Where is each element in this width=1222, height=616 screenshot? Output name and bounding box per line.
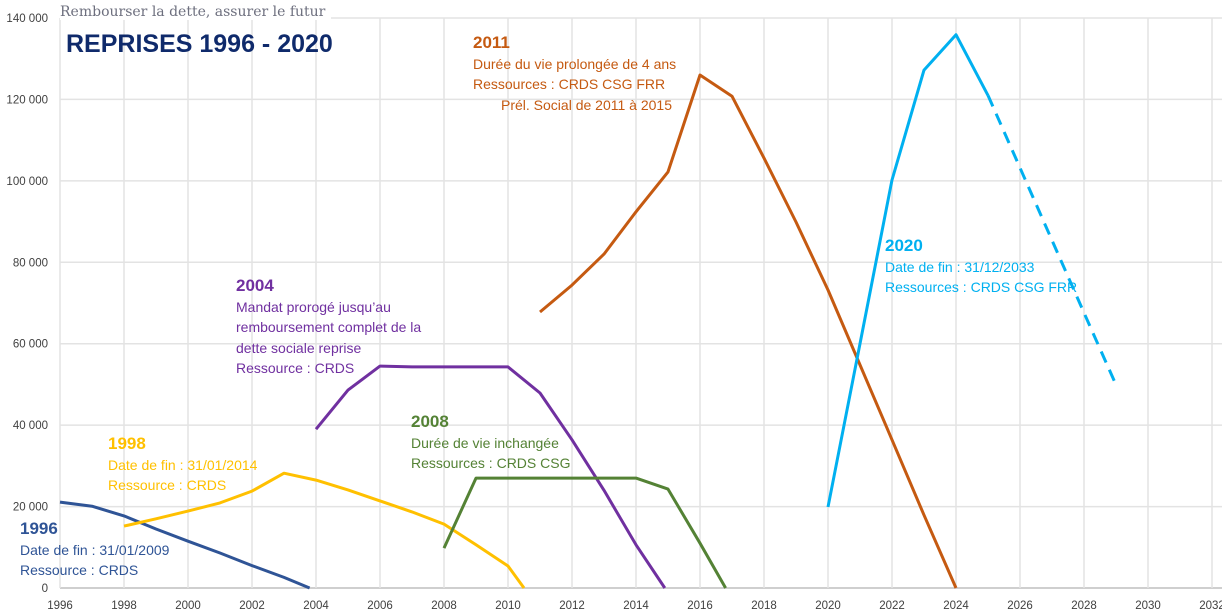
annotation-2020: 2020 Date de fin : 31/12/2033 Ressources… [885, 236, 1077, 298]
annotation-2011: 2011 Durée du vie prolongée de 4 ans Res… [473, 33, 676, 115]
annotation-line: Ressource : CRDS [108, 477, 227, 493]
x-tick-label: 2014 [623, 600, 649, 612]
annotation-year: 2020 [885, 236, 923, 255]
series-line-2004 [314, 364, 667, 589]
y-tick-label: 100 000 [6, 176, 48, 188]
annotation-line: remboursement complet de la [236, 319, 422, 335]
annotation-year: 2004 [236, 276, 274, 295]
y-tick-label: 40 000 [13, 420, 48, 432]
annotation-line: Date de fin : 31/12/2033 [885, 258, 1035, 275]
annotation-line: Date de fin : 31/01/2009 [20, 541, 170, 558]
annotation-line: Prél. Social de 2011 à 2015 [501, 96, 672, 113]
annotation-line: Date de fin : 31/01/2014 [108, 456, 258, 473]
x-tick-label: 2002 [239, 600, 265, 612]
annotation-year: 2008 [411, 412, 449, 431]
x-tick-label: 2000 [175, 600, 201, 612]
y-tick-label: 80 000 [13, 257, 48, 269]
annotation-line: Ressource : CRDS [20, 562, 139, 578]
x-tick-label: 2010 [495, 600, 521, 612]
chart-title: REPRISES 1996 - 2020 [66, 30, 333, 58]
series-line-2011 [539, 73, 958, 589]
annotation-year: 2011 [473, 33, 510, 52]
series-line-2020 [826, 33, 990, 508]
annotation-line: Durée du vie prolongée de 4 ans [473, 55, 677, 72]
series-line-2008 [442, 476, 727, 589]
x-tick-label: 2024 [943, 600, 969, 612]
annotation-1996: 1996 Date de fin : 31/01/2009 Ressource … [20, 519, 169, 581]
annotation-year: 1996 [20, 519, 58, 538]
annotation-line: Ressources : CRDS CSG FRR [885, 279, 1078, 295]
annotation-line: Ressources : CRDS CSG [411, 455, 571, 471]
y-tick-label: 120 000 [6, 94, 48, 106]
x-tick-label: 1996 [47, 600, 73, 612]
annotation-line: dette sociale reprise [236, 339, 362, 356]
y-tick-label: 20 000 [13, 502, 48, 514]
x-tick-label: 2018 [751, 600, 777, 612]
x-tick-label: 2016 [687, 600, 713, 612]
x-tick-label: 2006 [367, 600, 393, 612]
annotation-year: 1998 [108, 434, 146, 453]
annotation-line: Mandat prorogé jusqu’au [236, 298, 391, 315]
x-tick-label: 2008 [431, 600, 457, 612]
y-tick-label: 0 [42, 583, 48, 595]
x-tick-label: 2022 [879, 600, 905, 612]
annotation-2008: 2008 Durée de vie inchangée Ressources :… [411, 412, 570, 474]
subtitle: Rembourser la dette, assurer le futur [60, 4, 332, 20]
annotation-line: Durée de vie inchangée [411, 434, 559, 451]
series-line-1998 [123, 471, 526, 589]
x-tick-label: 2004 [303, 600, 329, 612]
series-line-2020-projection [986, 94, 1118, 386]
x-tick-label: 2026 [1007, 600, 1033, 612]
annotation-line: Ressource : CRDS [236, 360, 355, 376]
annotation-2004: 2004 Mandat prorogé jusqu’au rembourseme… [236, 276, 421, 379]
x-tick-label: 2032 [1199, 600, 1222, 612]
series-line-1996 [59, 500, 311, 590]
annotation-line: Ressources : CRDS CSG FRR [473, 76, 666, 92]
x-tick-label: 1998 [111, 600, 137, 612]
x-tick-label: 2028 [1071, 600, 1097, 612]
x-tick-label: 2012 [559, 600, 585, 612]
x-tick-label: 2020 [815, 600, 841, 612]
y-tick-label: 140 000 [6, 13, 48, 25]
y-tick-label: 60 000 [13, 339, 48, 351]
x-tick-label: 2030 [1135, 600, 1161, 612]
annotation-1998: 1998 Date de fin : 31/01/2014 Ressource … [108, 434, 257, 496]
